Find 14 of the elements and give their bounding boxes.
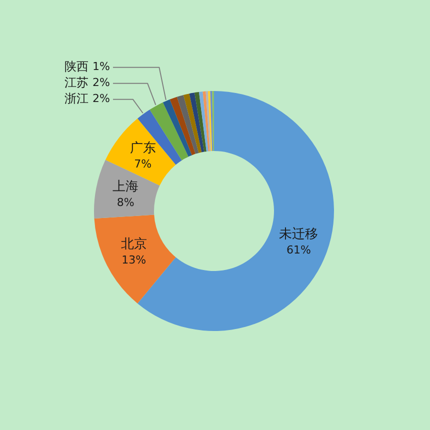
slice-label: 陕西 <box>64 59 89 74</box>
data-label: 8% <box>116 196 134 209</box>
slice-label: 北京 <box>120 237 147 252</box>
slice-label: 上海 <box>112 180 139 195</box>
data-label: 7% <box>134 158 152 171</box>
data-label: 2% <box>92 76 110 90</box>
slice-label: 江苏 <box>64 75 89 90</box>
slice-label: 浙江 <box>64 91 89 106</box>
slice-label: 未迁移 <box>279 226 318 242</box>
data-label: 2% <box>92 92 110 106</box>
slice-label: 广东 <box>130 141 156 156</box>
data-label: 1% <box>92 60 110 74</box>
data-label: 61% <box>286 243 311 256</box>
data-label: 13% <box>122 254 146 267</box>
